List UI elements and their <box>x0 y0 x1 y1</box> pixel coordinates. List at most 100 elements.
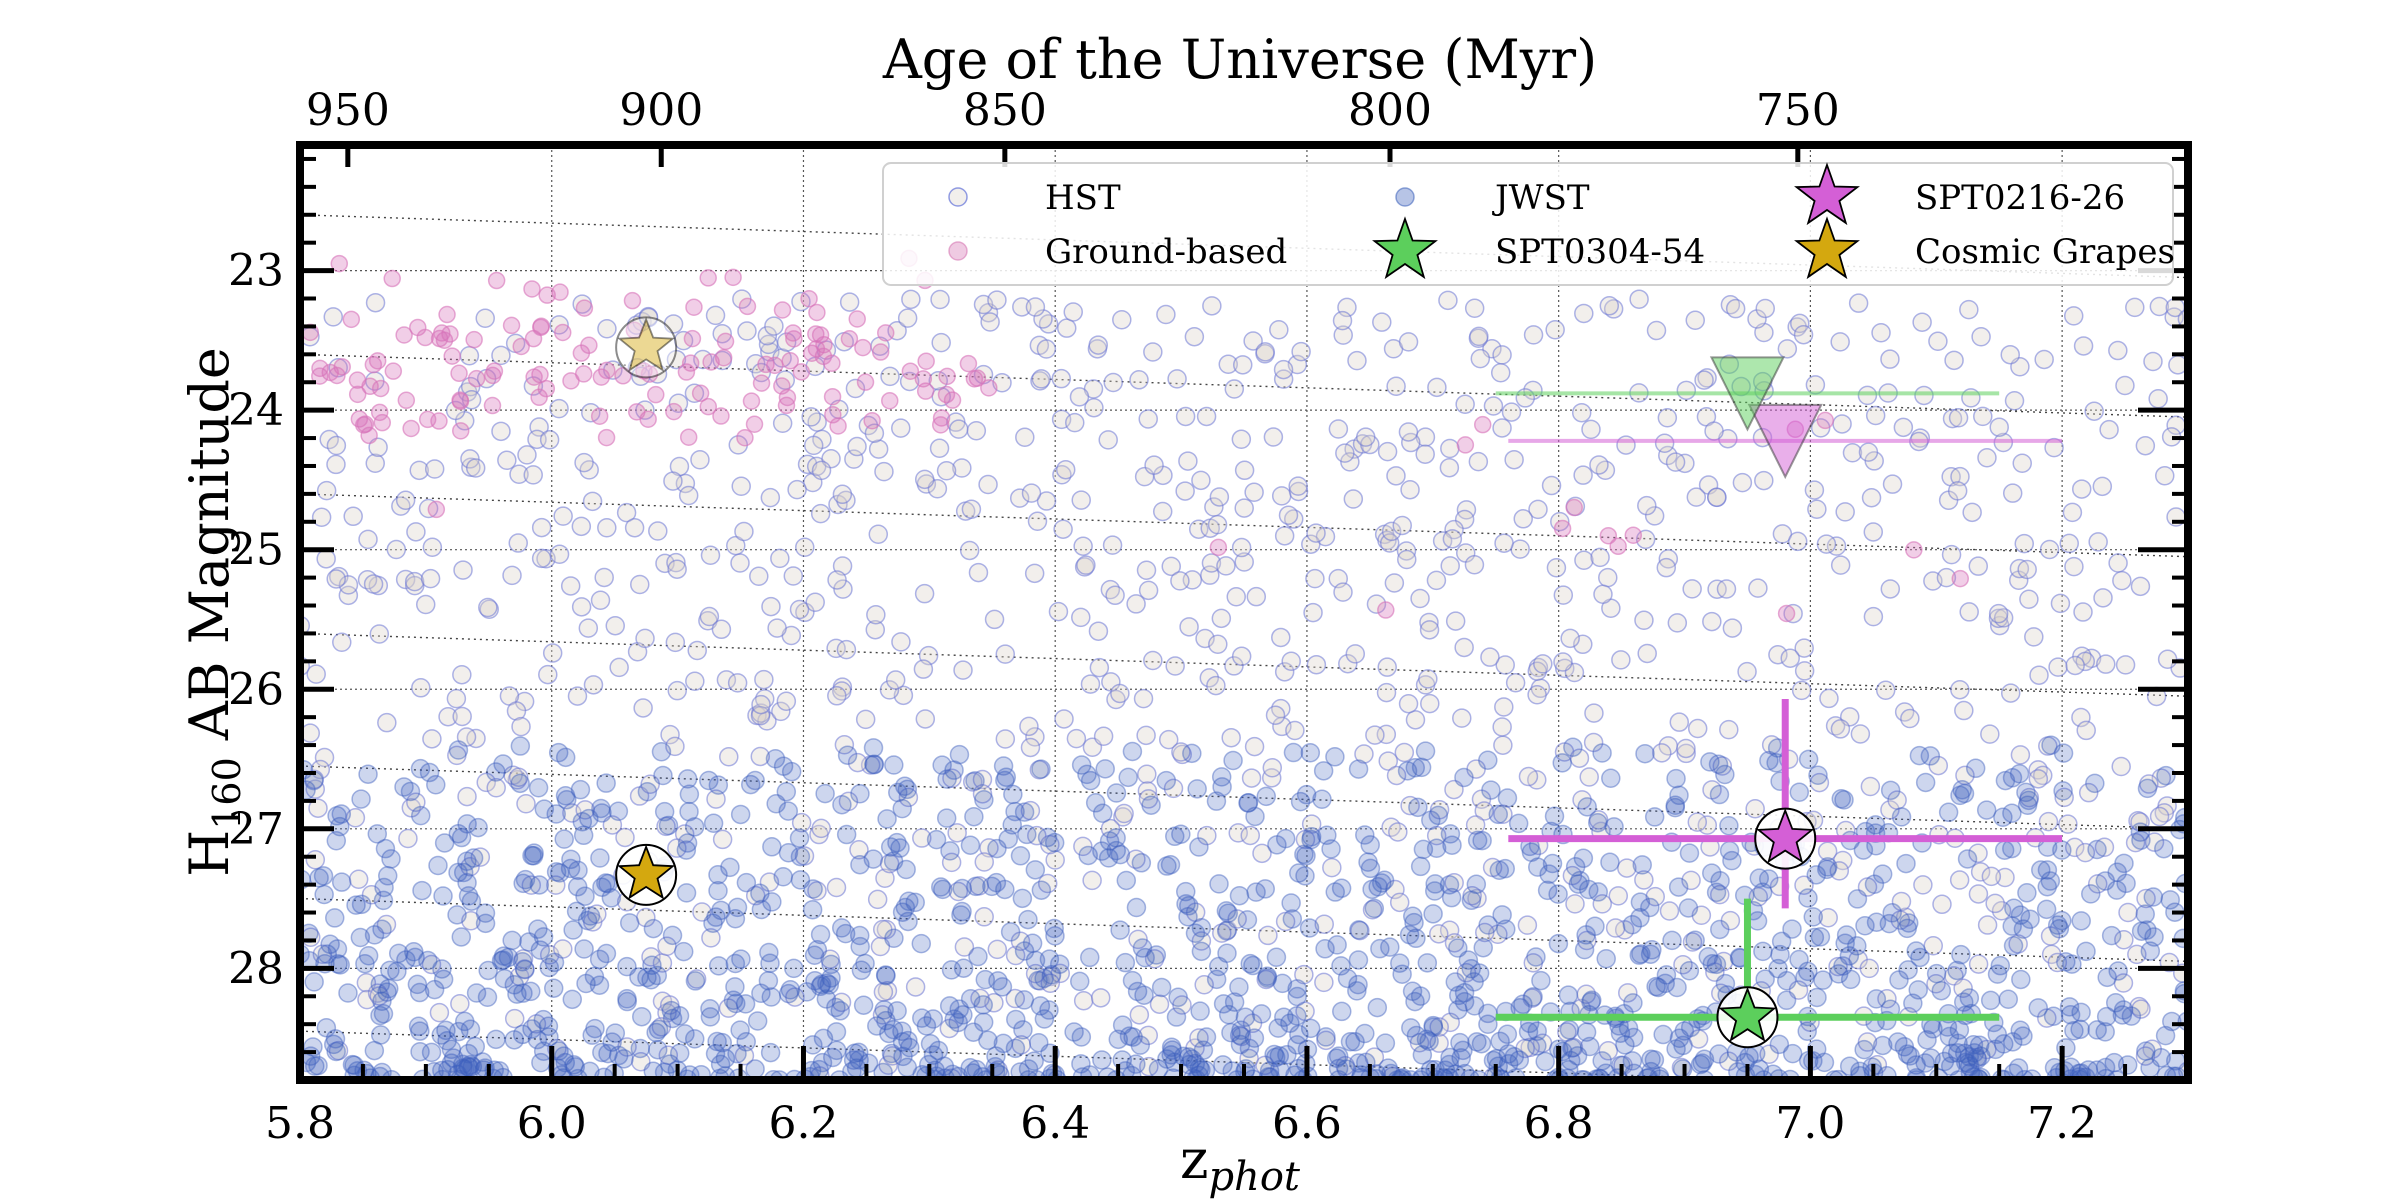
hst-point <box>1350 920 1370 941</box>
jwst-point <box>1993 1034 2014 1054</box>
ground-based-point <box>714 348 733 367</box>
jwst-point <box>1957 849 1978 869</box>
ground-based-point <box>807 340 826 358</box>
jwst-point <box>531 1052 551 1073</box>
jwst-point <box>1710 871 1730 891</box>
hst-point <box>316 480 337 501</box>
hst-point <box>497 450 517 471</box>
hst-point <box>1200 565 1220 585</box>
jwst-point <box>1106 828 1126 848</box>
jwst-point <box>519 932 539 952</box>
hst-point <box>1694 370 1714 390</box>
jwst-point <box>585 1018 605 1039</box>
hst-point <box>1394 742 1415 763</box>
hst-point <box>1857 877 1878 897</box>
hst-point <box>730 553 750 573</box>
jwst-point <box>1940 1056 1961 1076</box>
jwst-point <box>2064 1021 2084 1041</box>
jwst-point <box>1931 980 1952 1001</box>
jwst-point <box>816 989 837 1009</box>
jwst-point <box>601 888 622 908</box>
jwst-point <box>858 1053 879 1073</box>
hst-point <box>1988 608 2009 629</box>
jwst-point <box>1478 1014 1498 1035</box>
jwst-point <box>1960 1056 1980 1076</box>
hst-point <box>538 664 558 685</box>
jwst-point <box>835 923 856 944</box>
hst-point <box>2078 782 2099 803</box>
hst-point <box>1657 408 1678 428</box>
hst-point <box>1057 318 1077 338</box>
hst-point <box>1533 654 1553 674</box>
jwst-point <box>1402 981 1423 1002</box>
hst-point <box>1704 421 1724 441</box>
jwst-point <box>1223 750 1243 771</box>
hst-point <box>1712 756 1733 776</box>
ground-based-point <box>745 415 764 433</box>
jwst-point <box>647 1039 668 1060</box>
jwst-point <box>555 785 576 806</box>
jwst-point <box>1440 824 1461 844</box>
jwst-point <box>1548 933 1569 954</box>
jwst-point <box>1287 1006 1307 1026</box>
jwst-point <box>1025 860 1046 880</box>
hst-point <box>1136 560 1157 580</box>
hst-point <box>1985 893 2005 914</box>
jwst-point <box>1719 840 1740 861</box>
jwst-point <box>529 875 550 895</box>
jwst-point <box>703 813 724 834</box>
jwst-point <box>968 946 988 967</box>
hst-point <box>1790 313 1810 334</box>
hst-point <box>2024 627 2044 647</box>
jwst-point <box>1448 938 1468 958</box>
jwst-point <box>762 892 782 912</box>
jwst-point <box>462 1056 483 1077</box>
jwst-point <box>2095 871 2116 891</box>
jwst-point <box>1813 970 1833 990</box>
hst-point <box>2019 589 2039 609</box>
jwst-point <box>949 999 969 1019</box>
jwst-point <box>358 764 378 784</box>
hst-point <box>450 993 470 1014</box>
hst-point <box>936 460 957 481</box>
jwst-point <box>802 899 823 920</box>
jwst-point <box>555 747 576 768</box>
jwst-point <box>1467 1032 1487 1052</box>
hst-point <box>1880 579 1901 599</box>
jwst-point <box>831 918 852 938</box>
jwst-point <box>1582 990 1602 1010</box>
hst-point <box>913 659 934 679</box>
jwst-point <box>1315 939 1335 959</box>
hst-point <box>1562 865 1583 886</box>
hst-point <box>1440 1012 1460 1033</box>
hst-point <box>521 875 542 895</box>
hst-point <box>1316 1030 1336 1051</box>
hst-point <box>574 452 594 473</box>
jwst-point <box>1987 1024 2008 1045</box>
jwst-point <box>554 829 574 849</box>
hst-point <box>1468 451 1489 472</box>
ground-based-point <box>917 352 935 370</box>
jwst-point <box>1115 952 1136 973</box>
hst-point <box>1112 309 1132 330</box>
jwst-point <box>1910 947 1930 968</box>
hst-point <box>452 706 472 727</box>
hst-point <box>1941 544 1962 565</box>
hst-point <box>411 678 431 698</box>
hst-point <box>1523 325 1544 345</box>
jwst-point <box>596 773 616 793</box>
jwst-point <box>2071 911 2091 931</box>
hst-point <box>1377 530 1397 551</box>
hst-point <box>509 464 529 485</box>
jwst-point <box>1348 759 1369 779</box>
hst-point <box>1333 325 1353 345</box>
hst-point <box>1805 375 1826 395</box>
jwst-point <box>1481 780 1501 800</box>
jwst-point <box>2036 899 2057 920</box>
ground-based-point <box>402 419 420 438</box>
hst-point <box>2114 929 2134 950</box>
jwst-point <box>2002 768 2023 788</box>
jwst-point <box>1182 1049 1202 1069</box>
ground-based-point <box>342 310 361 329</box>
jwst-point <box>2056 952 2076 972</box>
